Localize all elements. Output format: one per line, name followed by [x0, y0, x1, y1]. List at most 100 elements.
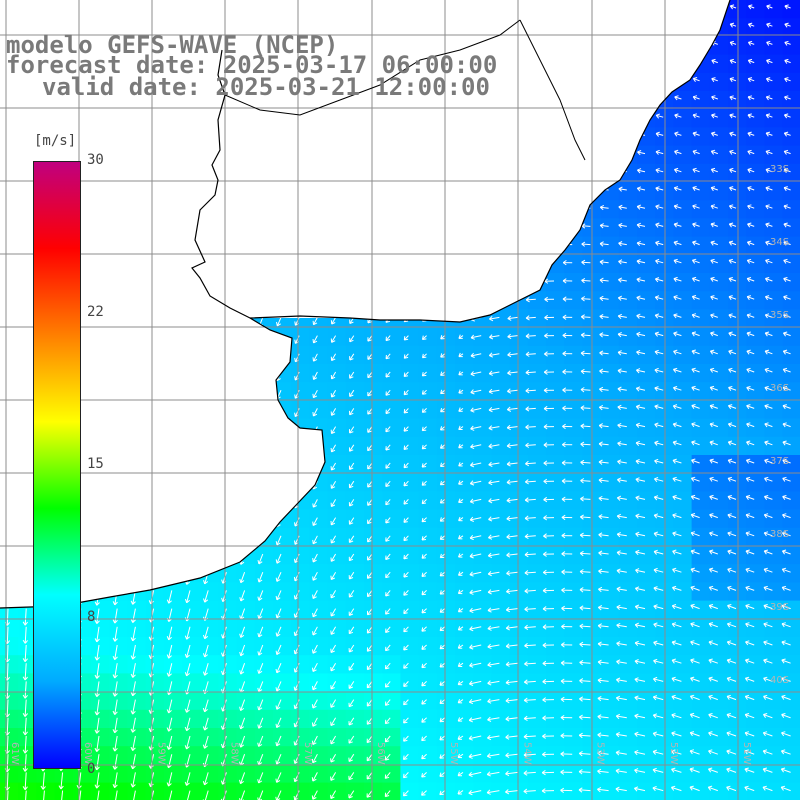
wind-arrow	[275, 626, 282, 637]
wind-arrow	[729, 186, 737, 192]
wind-arrow	[763, 531, 773, 537]
wind-cell	[564, 327, 583, 347]
wind-arrow	[580, 441, 591, 447]
wind-arrow	[783, 186, 791, 192]
wind-arrow	[561, 623, 573, 630]
wind-arrow	[744, 767, 755, 773]
wind-arrow	[653, 604, 664, 610]
wind-cell	[473, 327, 492, 347]
wind-arrow	[112, 717, 118, 734]
wind-arrow	[542, 678, 555, 685]
wind-cell	[673, 691, 693, 711]
wind-arrow	[599, 277, 609, 283]
wind-cell	[709, 127, 729, 147]
wind-arrow	[674, 149, 682, 155]
wind-arrow	[689, 749, 700, 755]
wind-arrow	[202, 735, 209, 749]
wind-cell	[546, 655, 565, 674]
wind-arrow	[652, 749, 664, 755]
wind-cell	[637, 309, 656, 329]
wind-cell	[709, 291, 729, 310]
wind-arrow	[599, 386, 609, 393]
wind-cell	[418, 327, 438, 347]
wind-arrow	[746, 367, 755, 373]
wind-arrow	[618, 277, 627, 283]
wind-cell	[691, 564, 711, 583]
wind-cell	[473, 400, 492, 420]
wind-cell	[418, 400, 438, 420]
wind-cell	[382, 728, 401, 747]
wind-arrow	[469, 680, 482, 686]
wind-cell	[728, 364, 747, 383]
wind-cell	[91, 746, 110, 765]
wind-cell	[764, 54, 784, 74]
wind-arrow	[487, 589, 500, 595]
wind-arrow	[202, 717, 209, 731]
wind-arrow	[709, 367, 718, 373]
wind-cell	[273, 546, 292, 565]
wind-arrow	[560, 751, 573, 757]
wind-arrow	[257, 644, 264, 656]
wind-cell	[436, 655, 456, 674]
wind-arrow	[561, 551, 573, 557]
wind-arrow	[488, 516, 500, 522]
wind-cell	[109, 618, 128, 638]
wind-cell	[728, 36, 747, 56]
wind-cell	[455, 618, 474, 638]
wind-cell	[546, 382, 565, 401]
wind-arrow	[439, 499, 446, 504]
lon-label: 55W	[448, 742, 459, 765]
wind-arrow	[506, 570, 518, 576]
wind-arrow	[599, 350, 609, 356]
wind-cell	[400, 364, 420, 383]
wind-arrow	[618, 222, 627, 229]
wind-arrow	[112, 699, 118, 715]
wind-arrow	[112, 663, 118, 679]
wind-arrow	[22, 772, 28, 791]
wind-cell	[455, 491, 474, 511]
wind-cell	[309, 382, 329, 401]
wind-cell	[600, 709, 620, 729]
wind-arrow	[439, 590, 446, 595]
wind-cell	[364, 618, 383, 638]
wind-arrow	[579, 659, 591, 666]
wind-arrow	[439, 681, 446, 686]
wind-cell	[236, 782, 256, 800]
wind-arrow	[634, 749, 646, 756]
wind-arrow	[367, 517, 373, 525]
wind-cell	[309, 691, 329, 711]
wind-cell	[436, 673, 456, 693]
wind-arrow	[421, 535, 427, 541]
wind-arrow	[763, 640, 773, 646]
wind-arrow	[690, 640, 700, 646]
wind-arrow	[763, 604, 773, 610]
wind-arrow	[598, 514, 609, 520]
wind-arrow	[22, 663, 28, 681]
wind-arrow	[765, 131, 773, 137]
wind-arrow	[184, 699, 191, 713]
wind-cell	[236, 582, 256, 602]
wind-arrow	[598, 477, 609, 483]
wind-cell	[200, 709, 219, 729]
wind-cell	[327, 746, 347, 765]
wind-cell	[728, 200, 747, 219]
wind-cell	[564, 746, 583, 765]
wind-arrow	[439, 790, 446, 796]
wind-cell	[764, 600, 784, 620]
wind-cell	[673, 291, 693, 310]
wind-arrow	[726, 622, 737, 628]
wind-arrow	[726, 658, 737, 664]
wind-arrow	[469, 571, 482, 577]
wind-cell	[527, 345, 547, 365]
wind-cell	[709, 91, 729, 110]
wind-arrow	[275, 699, 282, 710]
wind-cell	[127, 782, 147, 800]
wind-cell	[364, 473, 383, 492]
wind-arrow	[781, 567, 791, 573]
wind-cell	[418, 418, 438, 438]
wind-arrow	[690, 622, 700, 628]
wind-cell	[145, 764, 165, 784]
wind-arrow	[764, 277, 773, 282]
wind-arrow	[523, 770, 536, 776]
wind-cell	[218, 582, 238, 602]
